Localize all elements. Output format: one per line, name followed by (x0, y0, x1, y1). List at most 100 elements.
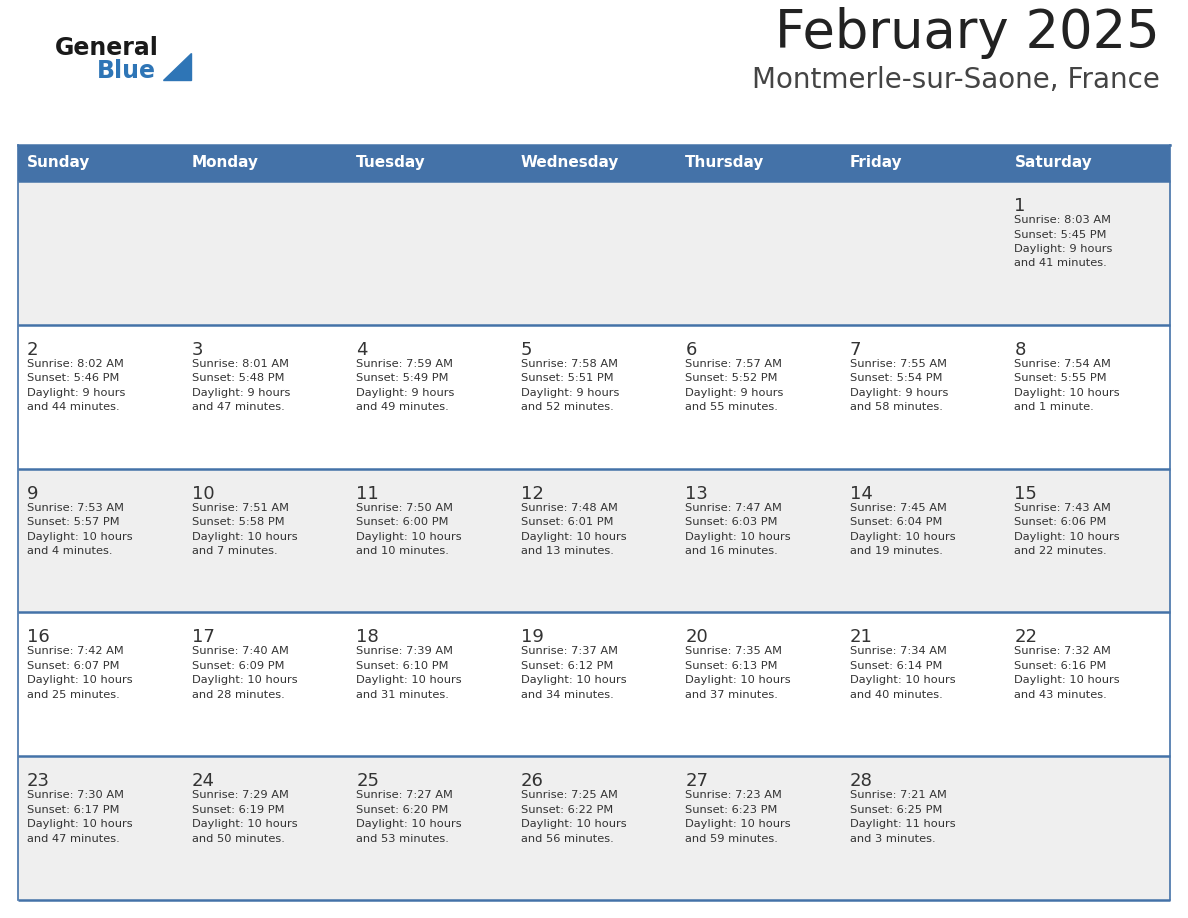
Text: 27: 27 (685, 772, 708, 790)
Text: and 13 minutes.: and 13 minutes. (520, 546, 613, 556)
Text: Sunset: 6:01 PM: Sunset: 6:01 PM (520, 517, 613, 527)
Bar (347, 145, 512, 181)
Text: and 4 minutes.: and 4 minutes. (27, 546, 113, 556)
Text: Sunrise: 7:54 AM: Sunrise: 7:54 AM (1015, 359, 1111, 369)
Text: Sunrise: 7:58 AM: Sunrise: 7:58 AM (520, 359, 618, 369)
Text: Thursday: Thursday (685, 155, 765, 171)
Text: Saturday: Saturday (1015, 155, 1092, 171)
Text: Sunset: 5:52 PM: Sunset: 5:52 PM (685, 374, 778, 384)
Text: Sunset: 6:03 PM: Sunset: 6:03 PM (685, 517, 778, 527)
Text: General: General (55, 36, 159, 60)
Text: Daylight: 9 hours: Daylight: 9 hours (849, 387, 948, 397)
Text: 12: 12 (520, 485, 544, 502)
Text: Daylight: 9 hours: Daylight: 9 hours (356, 387, 455, 397)
Text: 3: 3 (191, 341, 203, 359)
Text: Sunset: 6:22 PM: Sunset: 6:22 PM (520, 805, 613, 814)
Text: 23: 23 (27, 772, 50, 790)
Text: and 31 minutes.: and 31 minutes. (356, 690, 449, 700)
Text: Daylight: 9 hours: Daylight: 9 hours (1015, 244, 1113, 254)
Text: Sunrise: 7:59 AM: Sunrise: 7:59 AM (356, 359, 453, 369)
Text: Daylight: 10 hours: Daylight: 10 hours (27, 819, 133, 829)
Text: Sunrise: 7:43 AM: Sunrise: 7:43 AM (1015, 502, 1111, 512)
Text: Sunset: 6:06 PM: Sunset: 6:06 PM (1015, 517, 1107, 527)
Text: Sunday: Sunday (27, 155, 90, 171)
Polygon shape (163, 53, 191, 80)
Bar (1005, 145, 1170, 181)
Text: and 50 minutes.: and 50 minutes. (191, 834, 284, 844)
Text: and 52 minutes.: and 52 minutes. (520, 402, 613, 412)
Text: and 58 minutes.: and 58 minutes. (849, 402, 943, 412)
Text: Sunrise: 7:27 AM: Sunrise: 7:27 AM (356, 790, 453, 800)
Text: Sunset: 6:14 PM: Sunset: 6:14 PM (849, 661, 942, 671)
Bar (18, 145, 183, 181)
Bar (18, 181, 1170, 325)
Text: Sunset: 5:54 PM: Sunset: 5:54 PM (849, 374, 942, 384)
Text: 2: 2 (27, 341, 38, 359)
Text: Daylight: 10 hours: Daylight: 10 hours (520, 819, 626, 829)
Text: 21: 21 (849, 629, 873, 646)
Text: Daylight: 10 hours: Daylight: 10 hours (520, 532, 626, 542)
Text: Sunrise: 8:03 AM: Sunrise: 8:03 AM (1015, 215, 1112, 225)
Text: 10: 10 (191, 485, 214, 502)
Bar (512, 145, 676, 181)
Text: 9: 9 (27, 485, 38, 502)
Text: and 49 minutes.: and 49 minutes. (356, 402, 449, 412)
Text: 20: 20 (685, 629, 708, 646)
Text: Daylight: 10 hours: Daylight: 10 hours (191, 532, 297, 542)
Text: and 40 minutes.: and 40 minutes. (849, 690, 942, 700)
Text: Daylight: 10 hours: Daylight: 10 hours (27, 532, 133, 542)
Text: Daylight: 10 hours: Daylight: 10 hours (27, 676, 133, 686)
Text: Daylight: 10 hours: Daylight: 10 hours (356, 819, 462, 829)
Text: Sunrise: 7:50 AM: Sunrise: 7:50 AM (356, 502, 453, 512)
Text: Sunrise: 7:29 AM: Sunrise: 7:29 AM (191, 790, 289, 800)
Text: Sunrise: 7:57 AM: Sunrise: 7:57 AM (685, 359, 782, 369)
Text: Sunset: 6:09 PM: Sunset: 6:09 PM (191, 661, 284, 671)
Text: Sunset: 5:46 PM: Sunset: 5:46 PM (27, 374, 119, 384)
Text: and 43 minutes.: and 43 minutes. (1015, 690, 1107, 700)
Text: Sunset: 5:45 PM: Sunset: 5:45 PM (1015, 230, 1107, 240)
Text: and 3 minutes.: and 3 minutes. (849, 834, 935, 844)
Bar (18, 468, 1170, 612)
Text: Sunset: 6:20 PM: Sunset: 6:20 PM (356, 805, 449, 814)
Text: and 47 minutes.: and 47 minutes. (191, 402, 284, 412)
Text: Sunrise: 7:32 AM: Sunrise: 7:32 AM (1015, 646, 1111, 656)
Text: Sunset: 6:10 PM: Sunset: 6:10 PM (356, 661, 449, 671)
Bar (18, 612, 1170, 756)
Text: and 47 minutes.: and 47 minutes. (27, 834, 120, 844)
Text: 16: 16 (27, 629, 50, 646)
Text: February 2025: February 2025 (776, 7, 1159, 59)
Text: 28: 28 (849, 772, 873, 790)
Text: Sunrise: 7:40 AM: Sunrise: 7:40 AM (191, 646, 289, 656)
Text: Daylight: 10 hours: Daylight: 10 hours (356, 676, 462, 686)
Text: Daylight: 9 hours: Daylight: 9 hours (685, 387, 784, 397)
Text: Sunset: 6:25 PM: Sunset: 6:25 PM (849, 805, 942, 814)
Text: Daylight: 11 hours: Daylight: 11 hours (849, 819, 955, 829)
Text: 7: 7 (849, 341, 861, 359)
Text: Sunset: 6:23 PM: Sunset: 6:23 PM (685, 805, 778, 814)
Text: Sunset: 5:49 PM: Sunset: 5:49 PM (356, 374, 449, 384)
Text: 13: 13 (685, 485, 708, 502)
Text: Daylight: 10 hours: Daylight: 10 hours (1015, 676, 1120, 686)
Text: Sunrise: 7:48 AM: Sunrise: 7:48 AM (520, 502, 618, 512)
Text: 8: 8 (1015, 341, 1025, 359)
Text: Sunrise: 7:30 AM: Sunrise: 7:30 AM (27, 790, 124, 800)
Text: and 28 minutes.: and 28 minutes. (191, 690, 284, 700)
Text: Daylight: 9 hours: Daylight: 9 hours (191, 387, 290, 397)
Text: Sunrise: 7:47 AM: Sunrise: 7:47 AM (685, 502, 782, 512)
Text: Sunset: 6:00 PM: Sunset: 6:00 PM (356, 517, 449, 527)
Text: and 37 minutes.: and 37 minutes. (685, 690, 778, 700)
Text: Sunrise: 7:25 AM: Sunrise: 7:25 AM (520, 790, 618, 800)
Text: Sunset: 6:19 PM: Sunset: 6:19 PM (191, 805, 284, 814)
Text: Sunset: 6:17 PM: Sunset: 6:17 PM (27, 805, 120, 814)
Text: Sunset: 6:13 PM: Sunset: 6:13 PM (685, 661, 778, 671)
Bar (841, 145, 1005, 181)
Text: and 41 minutes.: and 41 minutes. (1015, 259, 1107, 268)
Text: 1: 1 (1015, 197, 1025, 215)
Text: and 34 minutes.: and 34 minutes. (520, 690, 613, 700)
Text: 22: 22 (1015, 629, 1037, 646)
Bar (183, 145, 347, 181)
Text: Sunrise: 8:02 AM: Sunrise: 8:02 AM (27, 359, 124, 369)
Text: and 16 minutes.: and 16 minutes. (685, 546, 778, 556)
Text: 17: 17 (191, 629, 215, 646)
Text: Sunset: 6:16 PM: Sunset: 6:16 PM (1015, 661, 1107, 671)
